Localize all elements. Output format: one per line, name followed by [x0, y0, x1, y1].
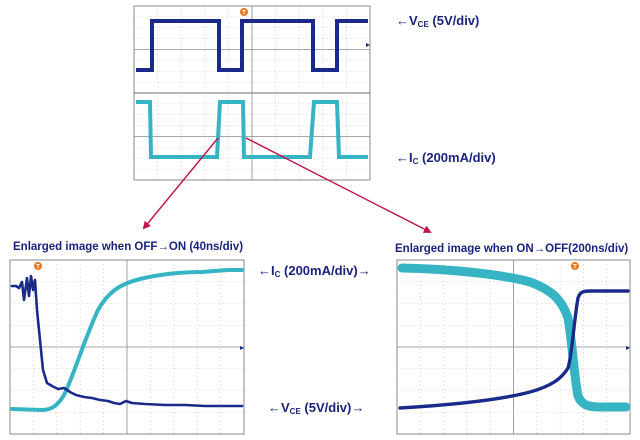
zoom-arrow-left	[142, 137, 219, 230]
middle-ic-label: ←IC (200mA/div)→	[258, 263, 371, 279]
right-zoom-title: Enlarged image when ON→OFF(200ns/div)	[395, 243, 628, 255]
overview-bottom-grid	[134, 93, 370, 180]
svg-text:T: T	[36, 265, 40, 271]
left-trigger-marker: T	[34, 262, 42, 271]
overview-ic-label: ←IC (200mA/div)	[396, 150, 496, 166]
left-level-marker	[240, 346, 244, 350]
zoom-arrow-right	[245, 137, 432, 233]
overview-ic-trace	[136, 100, 368, 159]
right-zoom-scope: T	[396, 259, 631, 435]
right-trigger-marker: T	[571, 262, 579, 271]
overview-scope: T	[133, 5, 371, 181]
left-ic-trace	[10, 268, 244, 412]
middle-vce-label: ←VCE (5V/div)→	[268, 400, 364, 416]
left-vce-trace	[10, 274, 244, 408]
right-ic-trace	[397, 263, 631, 412]
right-zoom-grid	[397, 260, 630, 434]
overview-vce-trace	[136, 19, 368, 72]
left-zoom-scope: T	[9, 259, 245, 435]
right-level-marker	[626, 346, 630, 350]
overview-level-marker	[366, 43, 370, 47]
overview-trigger-marker: T	[240, 8, 248, 17]
overview-vce-label: ←VCE (5V/div)	[396, 13, 479, 29]
right-vce-trace	[398, 289, 630, 410]
svg-text:T: T	[242, 11, 246, 17]
svg-text:T: T	[573, 265, 577, 271]
left-zoom-title: Enlarged image when OFF→ON (40ns/div)	[13, 241, 243, 253]
